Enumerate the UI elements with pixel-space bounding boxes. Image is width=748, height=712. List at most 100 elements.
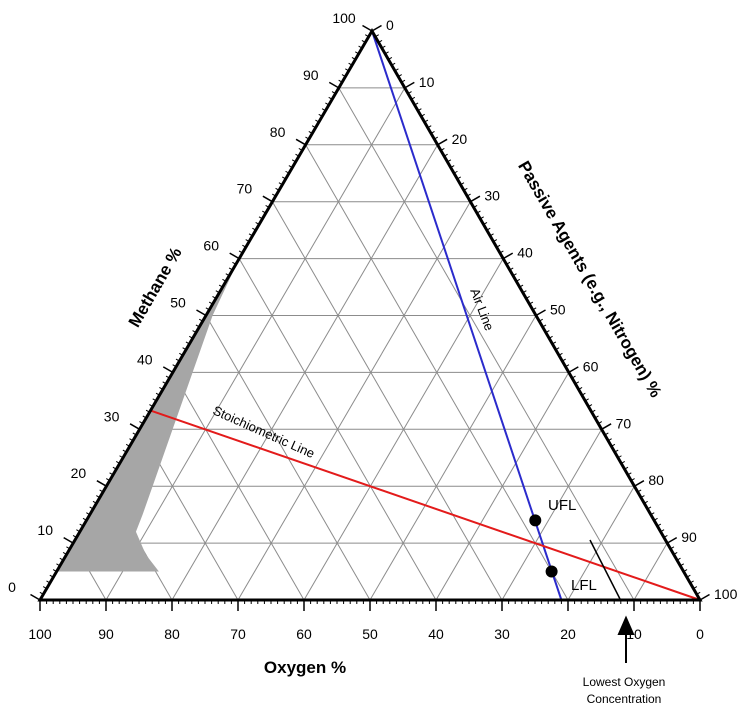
tick-mark: [696, 591, 701, 595]
methane-tick-label: 80: [270, 124, 286, 140]
tick-mark: [159, 387, 164, 390]
tick-mark: [341, 74, 346, 77]
tick-mark: [624, 466, 629, 470]
tick-mark: [584, 398, 589, 402]
tick-mark: [281, 176, 286, 180]
tick-mark: [311, 125, 316, 129]
tick-mark: [129, 423, 140, 430]
tick-mark: [614, 449, 619, 453]
tick-mark: [331, 91, 336, 95]
tick-mark: [650, 512, 655, 516]
tick-mark: [185, 341, 190, 345]
tick-mark: [689, 580, 694, 584]
tick-mark: [470, 195, 481, 203]
methane-tick-label: 40: [137, 351, 153, 367]
tick-mark: [476, 210, 481, 214]
passive-tick-label: 30: [484, 188, 500, 204]
tick-mark: [155, 392, 160, 396]
tick-mark: [509, 267, 514, 271]
methane-tick-label: 0: [8, 579, 16, 595]
tick-mark: [298, 148, 303, 151]
passive-tick-label: 0: [386, 17, 394, 33]
tick-mark: [568, 366, 579, 374]
axis-minor-ticks: [39, 34, 701, 604]
grid-line: [633, 542, 668, 601]
tick-mark: [630, 478, 635, 481]
tick-mark: [195, 324, 200, 328]
tick-mark: [561, 358, 566, 362]
tick-mark: [145, 409, 150, 413]
tick-mark: [611, 443, 616, 447]
oxygen-axis-title: Oxygen %: [264, 658, 346, 677]
tick-mark: [49, 574, 54, 578]
tick-mark: [463, 187, 468, 191]
tick-mark: [397, 74, 402, 77]
tick-mark: [434, 136, 439, 140]
passive-tick-label: 60: [583, 358, 599, 374]
passive-tick-label: 50: [550, 302, 566, 318]
tick-mark: [139, 421, 144, 425]
tick-mark: [212, 295, 217, 299]
oxygen-tick-labels: 1009080706050403020100: [28, 626, 704, 642]
methane-tick-label: 90: [303, 67, 319, 83]
oxygen-tick-label: 50: [362, 626, 378, 642]
tick-mark: [52, 569, 57, 572]
tick-mark: [391, 62, 396, 66]
methane-tick-label: 100: [332, 10, 356, 26]
passive-tick-label: 10: [419, 74, 435, 90]
grid-line: [567, 485, 635, 601]
tick-mark: [411, 96, 416, 100]
tick-mark: [598, 421, 603, 425]
oxygen-tick-label: 80: [164, 626, 180, 642]
tick-mark: [424, 119, 429, 123]
tick-mark: [591, 409, 596, 413]
tick-mark: [673, 552, 678, 555]
tick-mark: [407, 91, 412, 95]
tick-mark: [394, 68, 399, 72]
tick-mark: [457, 176, 461, 180]
tick-mark: [555, 347, 560, 351]
methane-tick-label: 50: [170, 295, 186, 311]
tick-mark: [657, 523, 662, 527]
tick-mark: [142, 415, 147, 419]
tick-mark: [683, 569, 688, 572]
tick-mark: [601, 423, 612, 430]
tick-mark: [627, 472, 632, 476]
tick-mark: [443, 153, 448, 157]
tick-mark: [604, 432, 609, 436]
tick-mark: [486, 227, 491, 231]
tick-mark: [232, 261, 237, 265]
tick-mark: [529, 301, 534, 305]
tick-mark: [479, 216, 484, 220]
tick-mark: [262, 195, 273, 203]
grid-line: [271, 201, 503, 601]
tick-mark: [328, 81, 340, 89]
tick-mark: [607, 438, 612, 442]
tick-mark: [291, 159, 296, 163]
tick-mark: [552, 341, 557, 345]
tick-mark: [96, 480, 107, 487]
grid-line: [435, 372, 570, 601]
tick-mark: [450, 165, 455, 168]
tick-mark: [388, 57, 393, 60]
tick-mark: [578, 387, 583, 390]
tick-mark: [119, 455, 124, 459]
loc-label-line1: Lowest Oxygen: [583, 675, 666, 689]
tick-mark: [99, 489, 104, 493]
tick-mark: [647, 506, 652, 510]
tick-mark: [401, 79, 406, 83]
tick-mark: [63, 536, 74, 544]
tick-mark: [196, 309, 207, 317]
tick-mark: [378, 39, 383, 43]
tick-mark: [516, 278, 521, 282]
tick-mark: [96, 495, 101, 499]
tick-mark: [545, 330, 550, 334]
stoichiometric-line-label: Stoichiometric Line: [211, 403, 317, 461]
methane-tick-label: 20: [71, 465, 87, 481]
tick-mark: [39, 591, 44, 595]
tick-mark: [175, 358, 180, 362]
tick-mark: [535, 309, 546, 317]
methane-tick-label: 60: [203, 238, 219, 254]
tick-mark: [278, 182, 283, 186]
tick-mark: [499, 250, 504, 254]
